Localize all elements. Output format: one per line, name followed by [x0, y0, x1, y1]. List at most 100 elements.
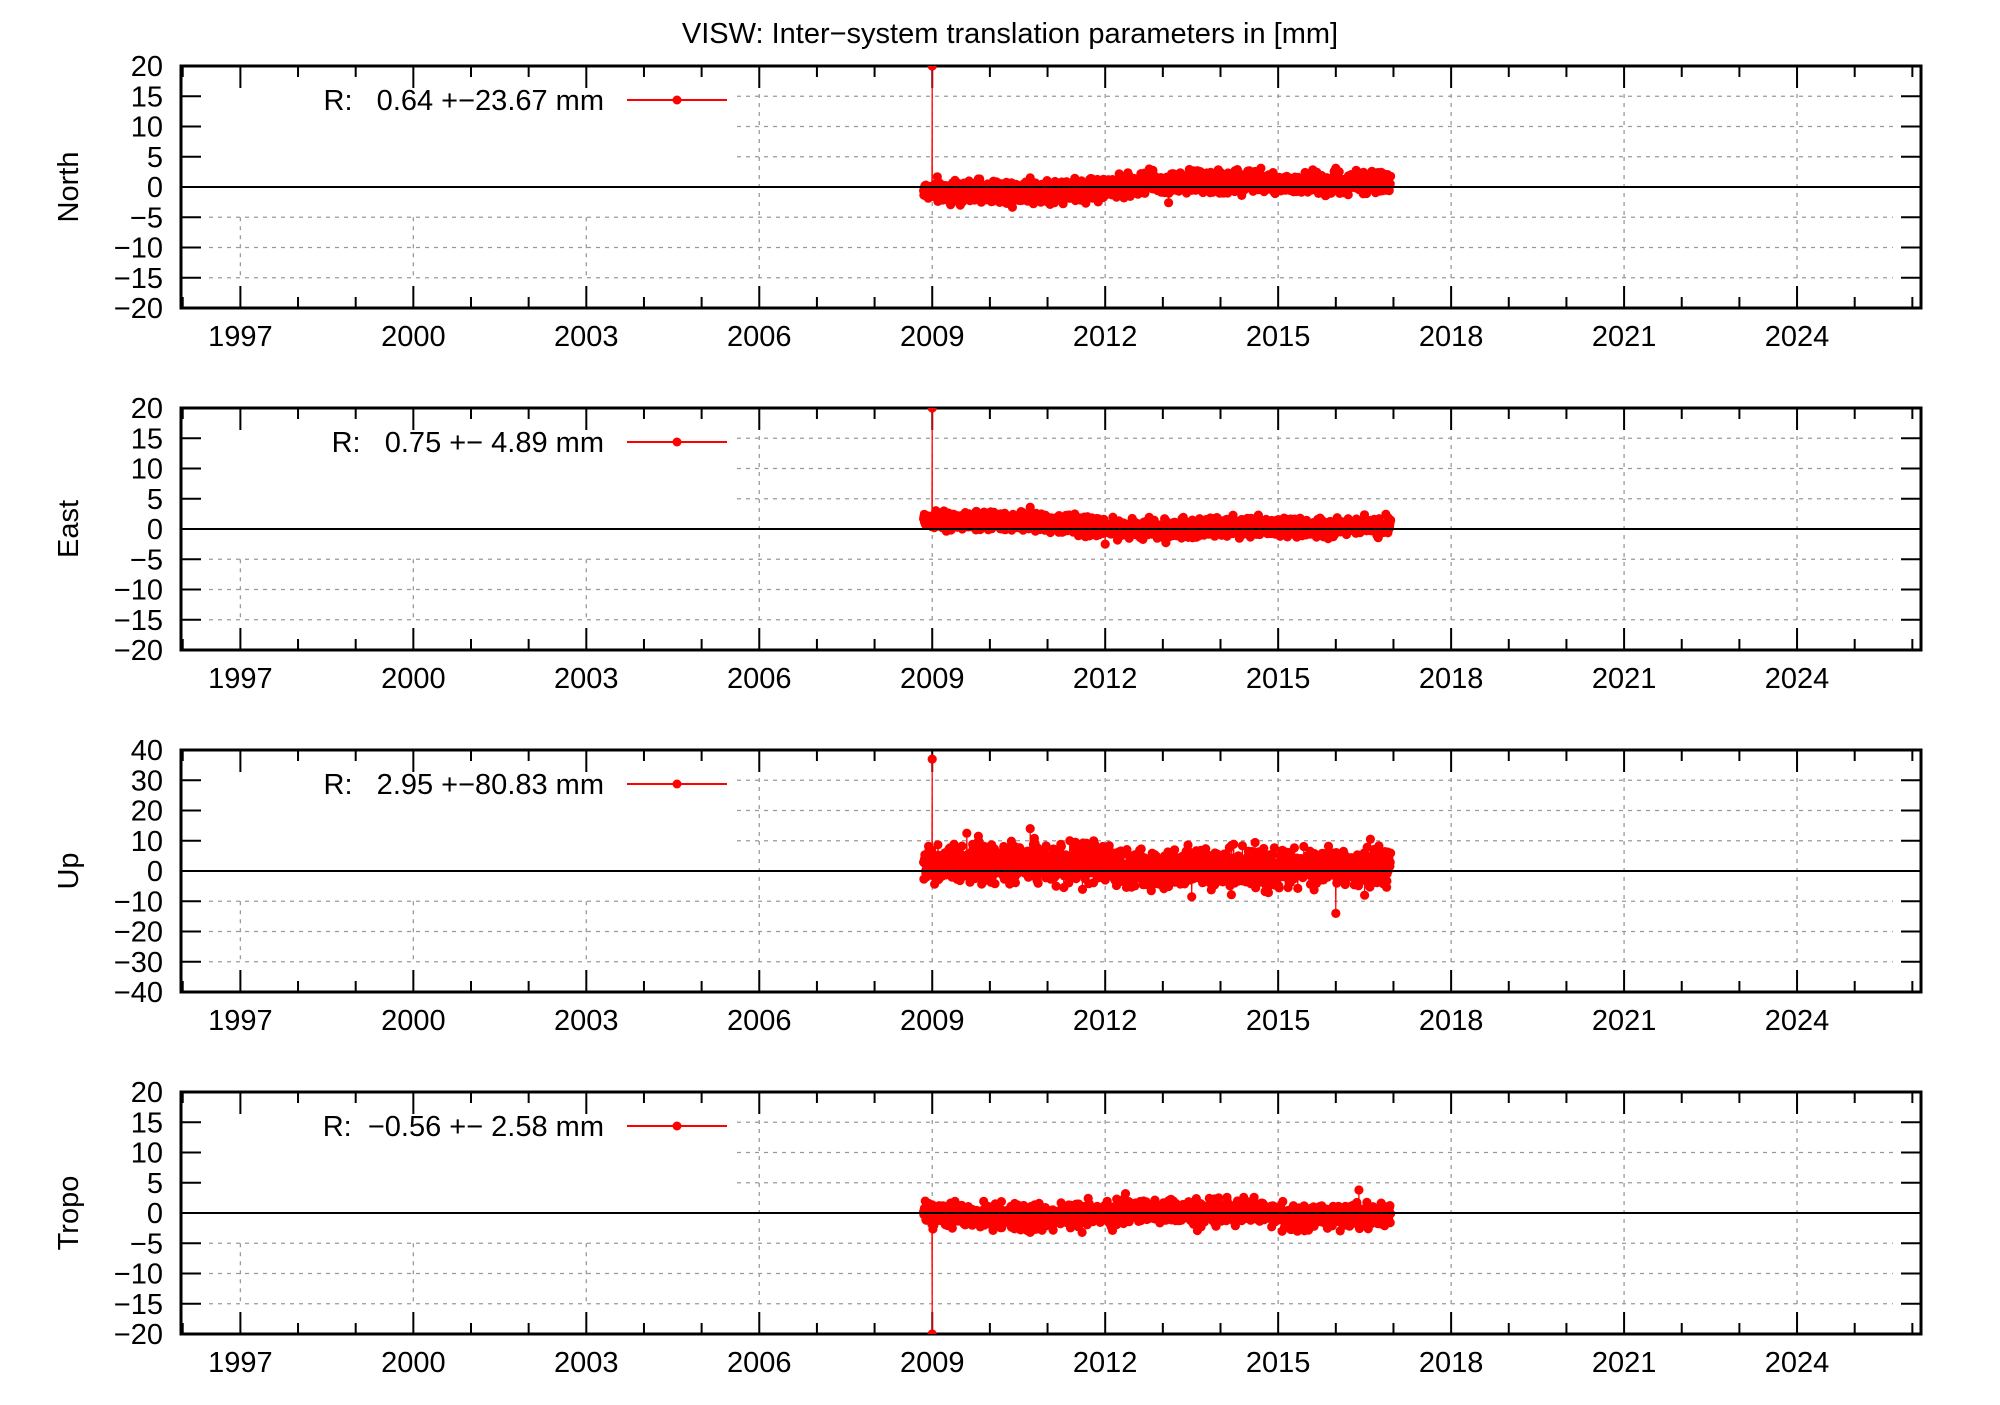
legend-label: R: 0.64 +−23.67 mm [324, 85, 604, 117]
x-tick-label: 2012 [1073, 1005, 1138, 1037]
x-tick-label: 2018 [1419, 1005, 1484, 1037]
x-tick-label: 2003 [554, 1347, 619, 1379]
data-series-north [919, 61, 1395, 212]
x-tick-label: 1997 [208, 321, 273, 353]
x-tick-label: 2024 [1765, 321, 1830, 353]
x-tick-label: 2000 [381, 1347, 446, 1379]
y-tick-label: 40 [131, 735, 163, 767]
y-tick-label: 20 [131, 51, 163, 83]
x-tick-label: 2015 [1246, 663, 1311, 695]
x-tick-label: 1997 [208, 1005, 273, 1037]
y-tick-label: 0 [147, 172, 163, 204]
y-tick-label: 20 [131, 393, 163, 425]
y-axis-label-up: Up [53, 852, 85, 889]
x-tick-label: 2006 [727, 1347, 792, 1379]
legend: R: 2.95 +−80.83 mm [324, 769, 727, 801]
y-tick-label: −15 [114, 605, 163, 637]
x-tick-label: 2009 [900, 663, 965, 695]
legend-label: R: −0.56 +− 2.58 mm [323, 1111, 604, 1143]
x-tick-label: 2024 [1765, 663, 1830, 695]
x-tick-label: 2012 [1073, 321, 1138, 353]
data-series-up [919, 755, 1395, 919]
chart-title: VISW: Inter−system translation parameter… [682, 18, 1338, 50]
data-series-east [919, 403, 1395, 548]
y-tick-label: 0 [147, 514, 163, 546]
legend-label: R: 0.75 +− 4.89 mm [332, 427, 604, 459]
x-tick-label: 2012 [1073, 1347, 1138, 1379]
legend: R: 0.64 +−23.67 mm [324, 85, 727, 117]
legend-marker-icon [673, 438, 682, 447]
x-tick-label: 2021 [1592, 1005, 1657, 1037]
x-tick-label: 2006 [727, 1005, 792, 1037]
x-tick-label: 2003 [554, 321, 619, 353]
y-tick-label: −20 [114, 1319, 163, 1351]
y-tick-label: 0 [147, 1198, 163, 1230]
x-tick-label: 2015 [1246, 321, 1311, 353]
x-tick-label: 2006 [727, 321, 792, 353]
x-tick-label: 2018 [1419, 1347, 1484, 1379]
y-tick-label: 5 [147, 1168, 163, 1200]
y-tick-label: −5 [130, 1228, 163, 1260]
legend-label: R: 2.95 +−80.83 mm [324, 769, 604, 801]
x-tick-label: 2024 [1765, 1347, 1830, 1379]
y-tick-label: 10 [131, 1138, 163, 1170]
x-tick-label: 2018 [1419, 321, 1484, 353]
y-tick-label: 10 [131, 112, 163, 144]
x-tick-label: 2003 [554, 1005, 619, 1037]
y-tick-label: 15 [131, 1107, 163, 1139]
legend-marker-icon [673, 780, 682, 789]
x-tick-label: 2000 [381, 663, 446, 695]
series-points [919, 755, 1395, 919]
x-tick-label: 2021 [1592, 1347, 1657, 1379]
y-tick-label: 20 [131, 796, 163, 828]
x-tick-label: 2024 [1765, 1005, 1830, 1037]
x-tick-label: 2015 [1246, 1347, 1311, 1379]
y-tick-label: −5 [130, 202, 163, 234]
x-tick-label: 2018 [1419, 663, 1484, 695]
x-tick-label: 1997 [208, 1347, 273, 1379]
y-tick-label: 10 [131, 454, 163, 486]
y-tick-label: 5 [147, 142, 163, 174]
x-tick-label: 2006 [727, 663, 792, 695]
y-tick-label: 10 [131, 826, 163, 858]
y-tick-label: −20 [114, 917, 163, 949]
y-tick-label: −15 [114, 1289, 163, 1321]
y-tick-label: 20 [131, 1077, 163, 1109]
y-tick-label: −10 [114, 233, 163, 265]
y-tick-label: 15 [131, 81, 163, 113]
x-tick-label: 2000 [381, 1005, 446, 1037]
data-series-tropo [919, 1185, 1395, 1338]
y-tick-label: −20 [114, 635, 163, 667]
x-tick-label: 2009 [900, 1347, 965, 1379]
y-tick-label: −40 [114, 977, 163, 1009]
legend-marker-icon [673, 96, 682, 105]
x-tick-label: 2003 [554, 663, 619, 695]
y-axis-label-tropo: Tropo [53, 1176, 85, 1251]
y-tick-label: 5 [147, 484, 163, 516]
legend-marker-icon [673, 1122, 682, 1131]
x-tick-label: 2009 [900, 1005, 965, 1037]
y-tick-label: −10 [114, 1259, 163, 1291]
x-tick-label: 2009 [900, 321, 965, 353]
y-axis-label-north: North [53, 152, 85, 223]
series-line [924, 759, 1391, 913]
legend: R: 0.75 +− 4.89 mm [332, 427, 727, 459]
series-points [919, 61, 1395, 212]
y-tick-label: −10 [114, 575, 163, 607]
x-tick-label: 2012 [1073, 663, 1138, 695]
y-axis-label-east: East [53, 500, 85, 558]
x-tick-label: 2021 [1592, 663, 1657, 695]
series-points [919, 403, 1395, 548]
x-tick-label: 2000 [381, 321, 446, 353]
series-points [919, 1185, 1395, 1338]
x-tick-label: 2021 [1592, 321, 1657, 353]
x-tick-label: 2015 [1246, 1005, 1311, 1037]
y-tick-label: −20 [114, 293, 163, 325]
